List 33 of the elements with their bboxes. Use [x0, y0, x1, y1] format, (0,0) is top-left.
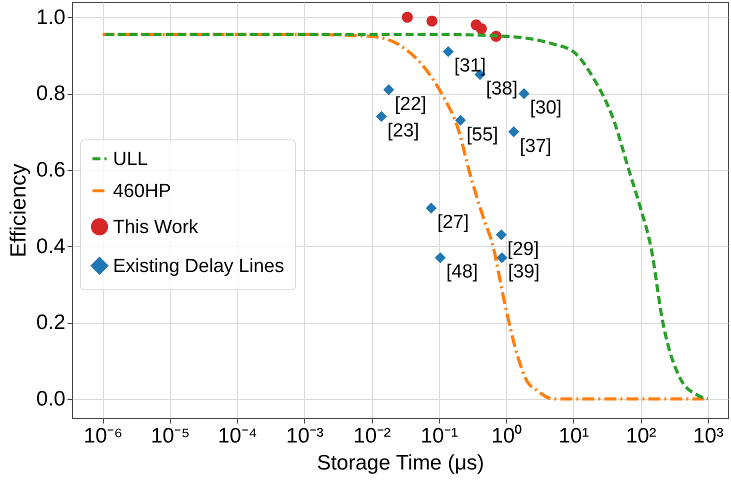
annotation: [48] — [446, 262, 478, 283]
y-tick-label: 1.0 — [36, 6, 66, 29]
x-tick-label: 10⁻⁶ — [84, 424, 123, 448]
y-tick-label: 0.2 — [36, 311, 66, 334]
annotation: [30] — [530, 98, 562, 119]
annotation: [39] — [508, 262, 540, 283]
y-axis-title: Efficiency — [5, 164, 30, 258]
annotation: [23] — [387, 120, 420, 142]
y-tick-label: 0.8 — [36, 82, 66, 106]
annotation: [22] — [394, 94, 426, 115]
legend-label: This Work — [113, 216, 199, 238]
x-tick-label: 10⁻¹ — [420, 424, 458, 448]
x-tick-label: 10⁰ — [491, 424, 522, 448]
legend-label: Existing Delay Lines — [113, 256, 284, 277]
x-tick-label: 10⁻⁵ — [150, 424, 190, 448]
legend-label: 460HP — [113, 180, 172, 202]
annotation: [38] — [486, 78, 518, 100]
annotation: [37] — [520, 136, 552, 157]
x-tick-label: 10³ — [693, 424, 724, 448]
x-tick-label: 10¹ — [558, 424, 589, 448]
x-tick-label: 10⁻⁴ — [218, 424, 258, 448]
x-tick-label: 10² — [626, 424, 656, 448]
x-tick-label: 10⁻² — [353, 424, 391, 448]
y-tick-label: 0.4 — [36, 234, 66, 258]
y-tick-label: 0.0 — [36, 387, 66, 410]
annotation: [31] — [454, 56, 486, 77]
x-tick-label: 10⁻³ — [286, 424, 324, 448]
legend-label: ULL — [113, 148, 148, 170]
y-tick-label: 0.6 — [36, 158, 66, 182]
annotation: [55] — [466, 124, 498, 146]
annotation: [27] — [437, 212, 469, 234]
annotation: [29] — [507, 238, 540, 260]
x-axis-title: Storage Time (μs) — [316, 452, 484, 474]
